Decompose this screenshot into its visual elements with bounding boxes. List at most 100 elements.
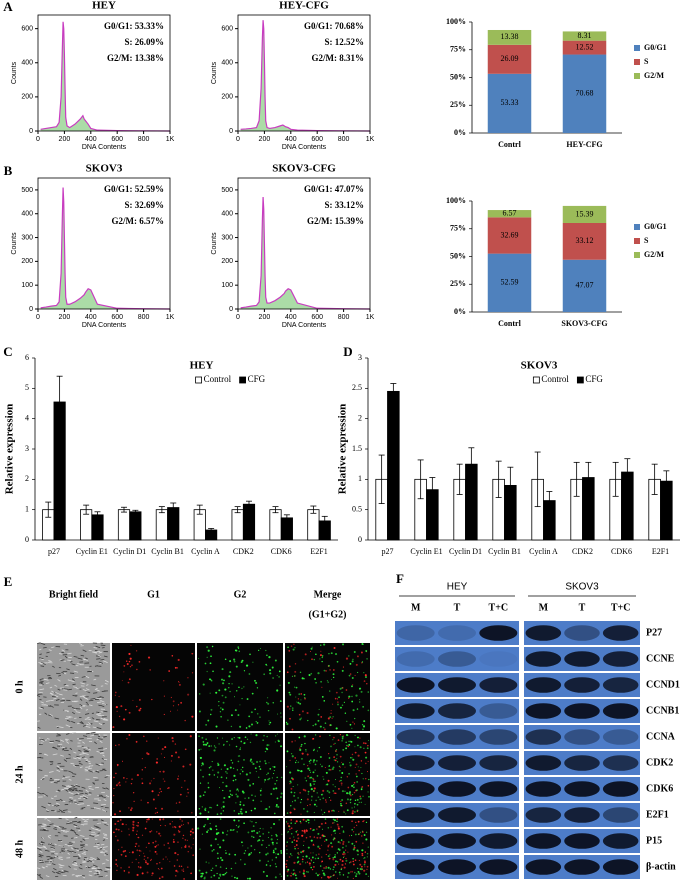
fluorescent-spot xyxy=(269,721,272,724)
error-bar xyxy=(585,461,592,494)
fluorescent-spot xyxy=(353,650,356,653)
fluorescent-spot xyxy=(307,775,310,778)
fluorescent-spot xyxy=(328,765,331,767)
fluorescent-spot xyxy=(315,799,317,802)
texture xyxy=(63,870,69,873)
texture xyxy=(103,719,108,721)
fluorescent-spot xyxy=(146,752,149,755)
texture xyxy=(60,754,64,757)
annotation: S: 26.09% xyxy=(124,37,164,47)
y-tick-label: 0.5 xyxy=(352,504,362,513)
fluorescent-spot xyxy=(151,790,154,793)
fluorescent-spot xyxy=(333,743,335,745)
texture xyxy=(92,692,98,694)
fluorescent-spot xyxy=(235,824,238,827)
fluorescent-spot xyxy=(234,862,237,864)
fluorescent-spot xyxy=(352,794,354,796)
protein-label: CDK2 xyxy=(646,757,673,768)
fluorescent-spot xyxy=(307,790,310,793)
error-bar xyxy=(45,501,52,518)
fluorescent-spot xyxy=(186,795,188,797)
fluorescent-spot xyxy=(339,687,342,690)
fluorescent-spot xyxy=(345,657,349,660)
fluorescent-spot xyxy=(354,751,357,754)
fluorescent-spot xyxy=(361,772,363,775)
band xyxy=(525,677,562,693)
fluorescent-spot xyxy=(200,872,203,875)
fluorescent-spot xyxy=(250,845,253,847)
fluorescent-spot xyxy=(206,656,208,658)
micrograph xyxy=(285,643,370,731)
y-tick-label: 5 xyxy=(25,383,29,392)
fluorescent-spot xyxy=(317,857,320,860)
band xyxy=(525,651,562,667)
fluorescent-spot xyxy=(349,871,352,873)
fluorescent-spot xyxy=(357,671,359,674)
fluorescent-spot xyxy=(313,783,316,786)
fluorescent-spot xyxy=(232,779,235,782)
fluorescent-spot xyxy=(276,674,278,676)
fluorescent-spot xyxy=(333,647,336,650)
fluorescent-spot xyxy=(173,833,176,836)
fluorescent-spot xyxy=(327,846,329,848)
fluorescent-spot xyxy=(296,856,299,859)
fluorescent-spot xyxy=(154,840,157,843)
fluorescent-spot xyxy=(300,717,302,719)
texture xyxy=(98,747,104,749)
fluorescent-spot xyxy=(232,829,234,831)
fluorescent-spot xyxy=(125,781,127,783)
fluorescent-spot xyxy=(264,762,267,765)
fluorescent-spot xyxy=(357,870,360,873)
fluorescent-spot xyxy=(332,673,335,676)
texture xyxy=(80,654,85,657)
fluorescent-spot xyxy=(150,858,153,861)
texture xyxy=(39,678,44,680)
fluorescent-spot xyxy=(276,733,278,735)
fluorescent-spot xyxy=(358,688,361,690)
y-axis-label: Relative expression xyxy=(337,404,349,495)
fluorescent-spot xyxy=(326,680,328,682)
fluorescent-spot xyxy=(297,701,300,704)
fluorescent-spot xyxy=(115,744,117,746)
fluorescent-spot xyxy=(313,861,315,864)
y-axis-label: Counts xyxy=(11,232,18,255)
fluorescent-spot xyxy=(220,707,222,709)
fluorescent-spot xyxy=(157,868,159,870)
y-tick-label: 75% xyxy=(450,45,466,54)
texture xyxy=(47,819,51,822)
texture xyxy=(97,733,101,736)
texture xyxy=(38,846,44,849)
band xyxy=(602,833,639,849)
texture xyxy=(39,876,43,879)
fluorescent-spot xyxy=(294,686,296,688)
texture xyxy=(83,749,89,752)
band xyxy=(564,807,600,823)
texture xyxy=(45,700,51,702)
fluorescent-spot xyxy=(244,863,246,866)
y-tick-label: 200 xyxy=(21,258,33,265)
fluorescent-spot xyxy=(285,721,288,724)
fluorescent-spot xyxy=(228,683,230,685)
fluorescent-spot xyxy=(156,853,158,855)
fluorescent-spot xyxy=(251,821,253,823)
band xyxy=(437,651,477,667)
texture xyxy=(65,757,71,760)
texture xyxy=(49,843,55,847)
plot-frame xyxy=(237,14,371,132)
texture xyxy=(94,873,100,876)
bar-segment xyxy=(487,44,532,74)
texture xyxy=(93,647,98,649)
texture xyxy=(45,865,48,868)
fluorescent-spot xyxy=(210,713,212,716)
fluorescent-spot xyxy=(334,832,336,834)
fluorescent-spot xyxy=(305,828,308,831)
value-label: 26.09 xyxy=(501,54,519,63)
panel-label: E xyxy=(4,574,13,589)
fluorescent-spot xyxy=(147,857,149,859)
fluorescent-spot xyxy=(334,653,338,656)
fluorescent-spot xyxy=(316,750,318,752)
fluorescent-spot xyxy=(342,666,345,668)
fluorescent-spot xyxy=(289,759,291,762)
fluorescent-spot xyxy=(314,763,317,766)
texture xyxy=(67,785,73,788)
